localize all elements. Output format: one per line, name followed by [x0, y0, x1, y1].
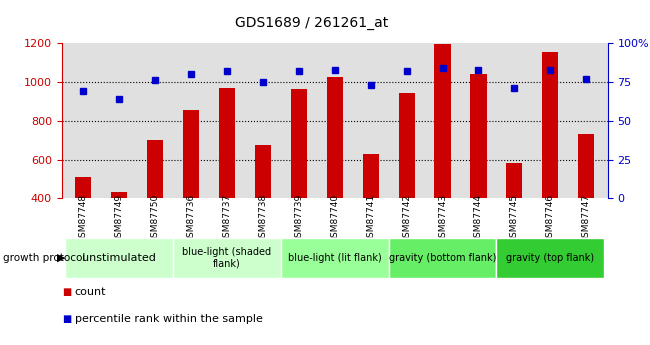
Bar — [497, 238, 604, 278]
Bar — [111, 192, 127, 198]
Text: ■: ■ — [62, 287, 71, 296]
Text: gravity (top flank): gravity (top flank) — [506, 253, 594, 263]
Text: ■: ■ — [62, 314, 71, 324]
Bar — [398, 92, 415, 198]
Text: GSM87738: GSM87738 — [259, 194, 267, 243]
Bar — [363, 154, 379, 198]
Bar — [389, 238, 497, 278]
Bar — [147, 140, 163, 198]
Text: GSM87746: GSM87746 — [546, 194, 555, 243]
Text: GSM87741: GSM87741 — [366, 194, 375, 243]
Text: percentile rank within the sample: percentile rank within the sample — [75, 314, 263, 324]
Text: count: count — [75, 287, 106, 296]
Text: GSM87745: GSM87745 — [510, 194, 519, 243]
Text: GSM87744: GSM87744 — [474, 194, 483, 243]
Text: GSM87743: GSM87743 — [438, 194, 447, 243]
Bar — [219, 88, 235, 198]
Bar — [75, 177, 92, 198]
Text: GSM87740: GSM87740 — [330, 194, 339, 243]
Bar — [471, 74, 486, 198]
Bar — [183, 110, 199, 198]
Bar — [291, 89, 307, 198]
Text: GSM87749: GSM87749 — [114, 194, 124, 243]
Text: GSM87739: GSM87739 — [294, 194, 304, 243]
Bar — [327, 77, 343, 198]
Text: GSM87742: GSM87742 — [402, 194, 411, 243]
Bar — [434, 44, 450, 198]
Text: GSM87748: GSM87748 — [79, 194, 88, 243]
Bar — [578, 134, 594, 198]
Bar — [281, 238, 389, 278]
Text: blue-light (shaded
flank): blue-light (shaded flank) — [183, 247, 272, 269]
Text: GSM87750: GSM87750 — [151, 194, 160, 243]
Bar — [255, 145, 271, 198]
Bar — [66, 238, 173, 278]
Text: gravity (bottom flank): gravity (bottom flank) — [389, 253, 496, 263]
Text: GDS1689 / 261261_at: GDS1689 / 261261_at — [235, 16, 389, 30]
Text: growth protocol: growth protocol — [3, 253, 86, 263]
Text: GSM87736: GSM87736 — [187, 194, 196, 243]
Text: blue-light (lit flank): blue-light (lit flank) — [288, 253, 382, 263]
Text: ▶: ▶ — [57, 253, 66, 263]
Text: unstimulated: unstimulated — [83, 253, 156, 263]
Bar — [506, 164, 523, 198]
Bar — [173, 238, 281, 278]
Bar — [542, 52, 558, 198]
Text: GSM87737: GSM87737 — [222, 194, 231, 243]
Text: GSM87747: GSM87747 — [582, 194, 591, 243]
